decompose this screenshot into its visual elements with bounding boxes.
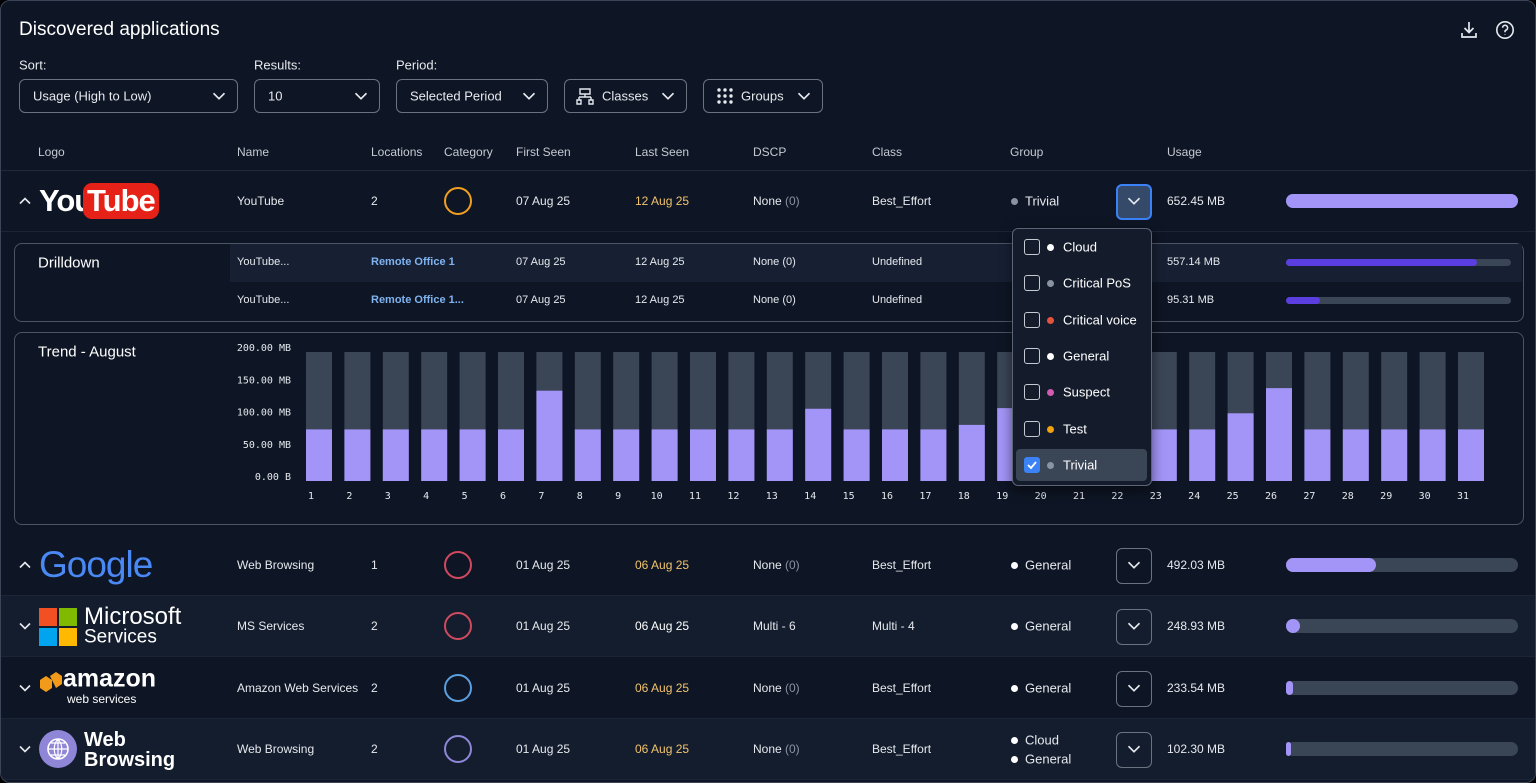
x-tick-label: 24 <box>1188 491 1200 502</box>
x-tick-label: 7 <box>538 491 544 502</box>
x-tick-label: 31 <box>1457 491 1469 502</box>
menu-item-label: Critical voice <box>1063 312 1137 327</box>
bar <box>1343 429 1369 481</box>
menu-item-label: Cloud <box>1063 240 1097 255</box>
x-tick-label: 5 <box>462 491 468 502</box>
x-tick-label: 29 <box>1380 491 1392 502</box>
bar <box>805 409 831 481</box>
x-tick-label: 10 <box>651 491 663 502</box>
x-tick-label: 3 <box>385 491 391 502</box>
menu-item-label: General <box>1063 348 1109 363</box>
x-tick-label: 4 <box>423 491 429 502</box>
x-tick-label: 27 <box>1303 491 1315 502</box>
x-tick-label: 25 <box>1227 491 1239 502</box>
x-tick-label: 11 <box>689 491 701 502</box>
x-tick-label: 30 <box>1419 491 1431 502</box>
menu-dot <box>1047 244 1054 251</box>
bar <box>498 429 524 481</box>
x-tick-label: 23 <box>1150 491 1162 502</box>
checkbox[interactable] <box>1024 312 1040 328</box>
x-tick-label: 18 <box>958 491 970 502</box>
bar <box>1381 429 1407 481</box>
bar <box>1228 413 1254 481</box>
x-tick-label: 9 <box>615 491 621 502</box>
bar <box>306 429 332 481</box>
x-tick-label: 19 <box>996 491 1008 502</box>
x-tick-label: 13 <box>766 491 778 502</box>
y-tick-label: 0.00 B <box>255 472 291 483</box>
x-tick-label: 2 <box>346 491 352 502</box>
menu-dot <box>1047 426 1054 433</box>
menu-item-label: Test <box>1063 421 1087 436</box>
bar <box>1266 388 1292 481</box>
x-tick-label: 26 <box>1265 491 1277 502</box>
bar <box>383 429 409 481</box>
menu-dot <box>1047 317 1054 324</box>
y-tick-label: 100.00 MB <box>237 408 291 419</box>
bar <box>536 391 562 481</box>
x-tick-label: 17 <box>919 491 931 502</box>
bar <box>1189 429 1215 481</box>
checkbox[interactable] <box>1024 384 1040 400</box>
checkmark-svg <box>1025 458 1039 472</box>
bar <box>421 429 447 481</box>
y-tick-label: 150.00 MB <box>237 375 291 386</box>
x-tick-label: 1 <box>308 491 314 502</box>
x-tick-label: 16 <box>881 491 893 502</box>
check <box>1028 462 1036 468</box>
checkbox[interactable] <box>1024 275 1040 291</box>
x-tick-label: 15 <box>843 491 855 502</box>
x-tick-label: 28 <box>1342 491 1354 502</box>
y-tick-label: 50.00 MB <box>243 440 291 451</box>
checkbox[interactable] <box>1024 421 1040 437</box>
menu-dot <box>1047 353 1054 360</box>
x-tick-label: 6 <box>500 491 506 502</box>
bar <box>1458 429 1484 481</box>
bar <box>1420 429 1446 481</box>
menu-item-label: Trivial <box>1063 457 1097 472</box>
menu-item-label: Critical PoS <box>1063 276 1131 291</box>
x-tick-label: 8 <box>577 491 583 502</box>
checkmark <box>1025 458 1039 472</box>
bar <box>1304 429 1330 481</box>
x-tick-label: 20 <box>1035 491 1047 502</box>
x-tick-label: 21 <box>1073 491 1085 502</box>
bar <box>690 429 716 481</box>
bar <box>613 429 639 481</box>
bar <box>920 429 946 481</box>
x-tick-label: 12 <box>727 491 739 502</box>
x-tick-label: 14 <box>804 491 816 502</box>
bar <box>575 429 601 481</box>
x-tick-label: 22 <box>1111 491 1123 502</box>
y-tick-label: 200.00 MB <box>237 343 291 354</box>
menu-dot <box>1047 462 1054 469</box>
bar <box>767 429 793 481</box>
bar <box>652 429 678 481</box>
bar <box>1151 429 1177 481</box>
checkbox[interactable] <box>1024 348 1040 364</box>
bar <box>959 425 985 481</box>
menu-item-label: Suspect <box>1063 385 1110 400</box>
bar <box>344 429 370 481</box>
bar <box>882 429 908 481</box>
checkbox[interactable] <box>1024 239 1040 255</box>
bar <box>460 429 486 481</box>
bar <box>844 429 870 481</box>
bar <box>728 429 754 481</box>
